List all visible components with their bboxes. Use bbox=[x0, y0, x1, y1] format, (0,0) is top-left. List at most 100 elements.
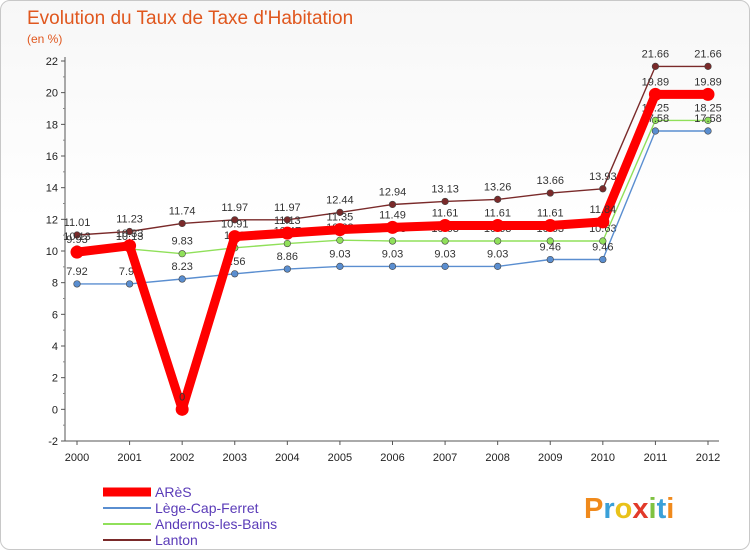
data-point bbox=[175, 402, 189, 416]
data-label: 18.25 bbox=[694, 102, 722, 114]
data-label: 0 bbox=[179, 391, 185, 403]
data-point bbox=[599, 237, 607, 245]
data-label: 11.61 bbox=[537, 208, 564, 220]
data-point bbox=[231, 216, 239, 224]
data-point bbox=[336, 262, 344, 270]
y-tick-label: 16 bbox=[46, 151, 58, 163]
data-label: 11.97 bbox=[221, 202, 248, 214]
data-point bbox=[543, 219, 557, 233]
data-point bbox=[704, 116, 712, 124]
data-label: 12.44 bbox=[326, 194, 354, 206]
data-point bbox=[546, 255, 554, 264]
data-point bbox=[231, 270, 239, 278]
data-point bbox=[651, 127, 660, 135]
x-tick-label: 2007 bbox=[433, 452, 457, 464]
data-label: 19.89 bbox=[694, 76, 722, 88]
data-point bbox=[283, 265, 291, 273]
proxiti-logo-text: Proxiti bbox=[584, 493, 674, 525]
data-point bbox=[441, 237, 449, 245]
x-tick-label: 2006 bbox=[380, 452, 404, 464]
data-point bbox=[178, 275, 186, 283]
logo-letter: r bbox=[603, 493, 614, 525]
legend-label: ARèS bbox=[155, 484, 192, 500]
data-point bbox=[701, 87, 715, 101]
x-tick-label: 2002 bbox=[170, 452, 194, 464]
x-tick-label: 2003 bbox=[223, 452, 247, 464]
data-point bbox=[438, 219, 452, 233]
data-point bbox=[648, 87, 662, 101]
data-label: 9.03 bbox=[434, 248, 455, 260]
data-label: 11.74 bbox=[169, 205, 196, 217]
y-tick-label: 4 bbox=[52, 341, 58, 353]
y-tick-label: 12 bbox=[46, 214, 58, 226]
data-label: 9.03 bbox=[382, 248, 403, 260]
data-point bbox=[125, 280, 134, 288]
y-tick-label: 6 bbox=[52, 309, 58, 321]
x-tick-label: 2001 bbox=[117, 452, 141, 464]
x-tick-label: 2010 bbox=[591, 452, 615, 464]
data-label: 11.49 bbox=[379, 209, 406, 221]
data-label: 21.66 bbox=[694, 48, 722, 60]
legend-label: Andernos-les-Bains bbox=[155, 516, 277, 532]
data-point bbox=[651, 116, 660, 124]
legend-label: Lège-Cap-Ferret bbox=[155, 500, 259, 516]
data-label: 21.66 bbox=[642, 48, 670, 60]
y-tick-label: -2 bbox=[48, 436, 58, 448]
logo-letter: i bbox=[649, 493, 657, 525]
data-point bbox=[178, 250, 186, 258]
data-label: 9.03 bbox=[487, 248, 508, 260]
series-layer: 11.01 11.23 11.74 11.97 11.97 12.44 12.94 13.13… bbox=[63, 48, 722, 416]
y-tick-label: 14 bbox=[46, 183, 58, 195]
legend: ARèSLège-Cap-FerretAndernos-les-BainsLan… bbox=[103, 484, 277, 548]
data-label: 9.03 bbox=[329, 248, 350, 260]
data-point bbox=[494, 195, 502, 203]
data-point bbox=[280, 226, 294, 240]
chart-subtitle: (en %) bbox=[27, 32, 62, 46]
data-point bbox=[386, 220, 399, 234]
chart-title: Evolution du Taux de Taxe d'Habitation bbox=[27, 8, 353, 29]
data-point bbox=[73, 231, 81, 239]
data-point bbox=[441, 262, 449, 270]
data-point bbox=[178, 219, 186, 228]
data-point bbox=[441, 197, 449, 206]
data-point bbox=[228, 230, 242, 244]
data-label: 13.13 bbox=[431, 183, 459, 195]
data-point bbox=[333, 223, 347, 237]
data-label: 11.97 bbox=[274, 202, 301, 214]
data-point bbox=[70, 245, 84, 259]
data-point bbox=[283, 239, 291, 248]
data-label: 17.58 bbox=[694, 113, 722, 125]
data-point bbox=[599, 255, 607, 264]
data-point bbox=[73, 280, 81, 288]
data-label: 10.13 bbox=[116, 231, 144, 243]
data-point bbox=[283, 216, 291, 224]
data-label: 8.86 bbox=[277, 251, 298, 263]
data-point bbox=[491, 219, 505, 233]
logo-letter: t bbox=[657, 493, 667, 525]
data-point bbox=[596, 215, 610, 229]
y-tick-label: 0 bbox=[52, 404, 58, 416]
data-point bbox=[336, 236, 344, 244]
logo-letter: i bbox=[666, 493, 674, 525]
x-tick-label: 2005 bbox=[328, 452, 352, 464]
legend-label: Lanton bbox=[155, 532, 198, 548]
x-tick-label: 2011 bbox=[644, 452, 668, 464]
axes: -2 0 2 4 6 8 10 12 14 16 18 20 22 2000 2001 2002 2003 200… bbox=[46, 56, 720, 464]
data-label: 11.35 bbox=[327, 212, 354, 224]
data-label: 8.23 bbox=[171, 261, 192, 273]
data-point bbox=[123, 239, 137, 253]
data-point bbox=[651, 62, 660, 70]
data-label: 7.92 bbox=[66, 266, 87, 278]
data-label: 11.84 bbox=[589, 204, 616, 216]
data-label: 11.61 bbox=[432, 208, 459, 220]
data-point bbox=[388, 237, 397, 245]
logo-letter: o bbox=[615, 493, 633, 525]
data-point bbox=[494, 237, 502, 245]
data-label: 9.83 bbox=[171, 236, 192, 248]
data-point bbox=[388, 262, 397, 270]
proxiti-logo: Proxiti bbox=[584, 493, 674, 525]
x-tick-label: 2004 bbox=[275, 452, 299, 464]
data-point bbox=[704, 62, 712, 70]
